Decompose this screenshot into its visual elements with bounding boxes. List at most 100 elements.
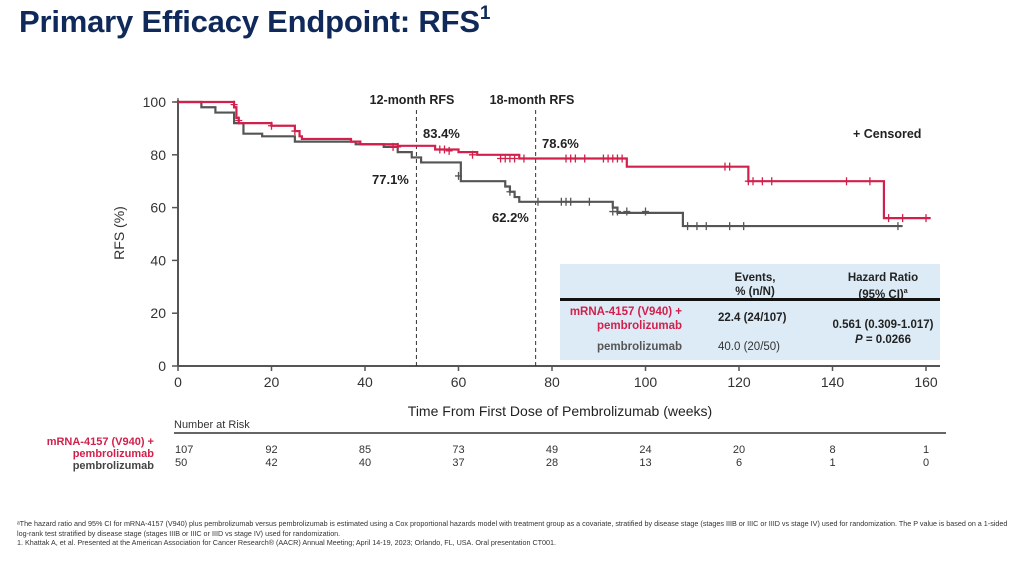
censor-mark-combo <box>571 154 579 163</box>
footnote-hazard-ratio: ᵃThe hazard ratio and 95% CI for mRNA-41… <box>17 519 1008 538</box>
x-tick-label: 60 <box>451 374 467 390</box>
censor-mark-mono <box>567 197 575 206</box>
x-tick-label: 0 <box>174 374 182 390</box>
chart-axes: 0 20 40 60 80 100 120 140 160 0 20 40 60 80 100 <box>143 94 940 390</box>
hazard-ratio-table: Events, % (n/N) Hazard Ratio (95% CI)a m… <box>560 264 940 360</box>
survival-curves <box>174 98 931 231</box>
risk-value-combo: 85 <box>359 444 371 456</box>
number-at-risk-values: 107 92 85 73 49 24 20 8 150 42 40 37 28 13 6 1 0 <box>175 444 929 469</box>
risk-value-mono: 42 <box>265 457 277 469</box>
annotation-combo-18m: 78.6% <box>542 136 579 151</box>
censor-mark-mono <box>506 187 514 196</box>
censor-mark-mono <box>894 222 902 231</box>
risk-value-mono: 1 <box>829 457 835 469</box>
censor-mark-combo <box>291 127 299 136</box>
censor-mark-combo <box>899 214 907 223</box>
risk-value-mono: 50 <box>175 457 187 469</box>
censor-mark-combo <box>885 214 893 223</box>
censor-mark-combo <box>618 154 626 163</box>
x-tick-label: 20 <box>264 374 280 390</box>
censor-mark-combo <box>758 177 766 186</box>
x-tick-label: 160 <box>914 374 938 390</box>
footnotes: ᵃThe hazard ratio and 95% CI for mRNA-41… <box>17 519 1017 548</box>
slide-title-text: Primary Efficacy Endpoint: RFS <box>19 4 480 39</box>
censor-mark-mono <box>455 171 462 180</box>
x-tick-label: 40 <box>357 374 373 390</box>
risk-value-combo: 49 <box>546 444 558 456</box>
risk-value-combo: 20 <box>733 444 745 456</box>
censor-mark-combo <box>445 146 453 155</box>
censor-mark-mono <box>684 222 692 231</box>
events-header: Events, % (n/N) <box>700 271 810 299</box>
hr-header-line1: Hazard Ratio <box>847 272 919 284</box>
censor-mark-combo <box>922 214 930 223</box>
y-tick-label: 40 <box>150 252 166 268</box>
risk-value-combo: 92 <box>265 444 277 456</box>
ref-label-18-month: 18-month RFS <box>490 93 575 107</box>
table-row-mono-events: 40.0 (20/50) <box>718 341 781 353</box>
censor-mark-combo <box>581 154 589 163</box>
censor-mark-mono <box>534 197 542 206</box>
censor-mark-combo <box>235 116 243 125</box>
legend-censored: + Censored <box>853 127 921 141</box>
censor-mark-combo <box>230 100 238 109</box>
table-header-rule <box>560 298 940 301</box>
censor-mark-combo <box>394 142 402 151</box>
p-value-number: = 0.0266 <box>862 334 911 346</box>
p-value-label: P <box>855 334 863 346</box>
table-row-combo-label: mRNA-4157 (V940) + pembrolizumab <box>570 305 682 333</box>
censor-mark-mono <box>623 207 631 216</box>
x-tick-label: 140 <box>821 374 845 390</box>
y-tick-label: 80 <box>150 147 166 163</box>
censor-mark-combo <box>768 177 776 186</box>
hr-header-footnote-marker: a <box>903 288 908 295</box>
censor-mark-mono <box>642 207 649 216</box>
footnote-reference: 1. Khattak A, et al. Presented at the Am… <box>17 538 557 548</box>
annotation-combo-12m: 83.4% <box>423 126 460 141</box>
x-tick-label: 120 <box>727 374 751 390</box>
title-reference-superscript: 1 <box>479 2 491 24</box>
censor-mark-mono <box>613 207 621 216</box>
risk-combo-label-line1: mRNA-4157 (V940) + <box>46 436 154 448</box>
km-curve-mono <box>178 100 903 228</box>
censor-mark-combo <box>268 121 275 130</box>
hr-header-line2: (95% CI) <box>858 288 904 301</box>
annotation-mono-12m: 77.1% <box>372 172 409 187</box>
risk-value-combo: 8 <box>829 444 835 456</box>
slide-title: Primary Efficacy Endpoint: RFS1 <box>19 2 491 40</box>
censor-mark-mono <box>585 197 593 206</box>
risk-row-label-combo: mRNA-4157 (V940) + pembrolizumab <box>47 436 154 460</box>
events-header-line1: Events, <box>734 272 776 284</box>
combo-label-line2: pembrolizumab <box>597 320 682 332</box>
risk-value-mono: 0 <box>923 457 929 469</box>
y-tick-label: 0 <box>158 358 166 374</box>
risk-row-label-mono: pembrolizumab <box>72 460 154 472</box>
risk-value-mono: 28 <box>546 457 558 469</box>
censor-mark-combo <box>520 154 528 163</box>
y-tick-label: 100 <box>143 94 167 110</box>
censor-mark-mono <box>702 222 710 231</box>
hazard-ratio-ci: 0.561 (0.309-1.017) <box>832 319 934 331</box>
ref-label-12-month: 12-month RFS <box>370 93 455 107</box>
reference-lines <box>415 110 537 366</box>
y-tick-label: 60 <box>150 200 166 216</box>
combo-label-line1: mRNA-4157 (V940) + <box>569 306 682 318</box>
risk-value-mono: 13 <box>639 457 651 469</box>
censor-mark-combo <box>843 177 851 186</box>
risk-value-mono: 6 <box>736 457 742 469</box>
censor-mark-combo <box>866 177 874 186</box>
chart-labels: RFS (%) Time From First Dose of Pembroli… <box>111 93 921 419</box>
censor-mark-combo <box>726 162 734 171</box>
hazard-ratio-header: Hazard Ratio (95% CI)a <box>818 271 948 302</box>
censor-mark-mono <box>693 222 701 231</box>
events-header-line2: % (n/N) <box>735 286 775 298</box>
number-at-risk-title: Number at Risk <box>174 419 250 431</box>
y-axis-label: RFS (%) <box>111 206 127 260</box>
risk-value-combo: 73 <box>452 444 464 456</box>
x-tick-label: 80 <box>544 374 560 390</box>
x-axis-label: Time From First Dose of Pembrolizumab (w… <box>408 403 712 419</box>
censor-mark-combo <box>440 145 448 154</box>
risk-value-combo: 107 <box>175 444 193 456</box>
p-value: P = 0.0266 <box>818 333 948 348</box>
